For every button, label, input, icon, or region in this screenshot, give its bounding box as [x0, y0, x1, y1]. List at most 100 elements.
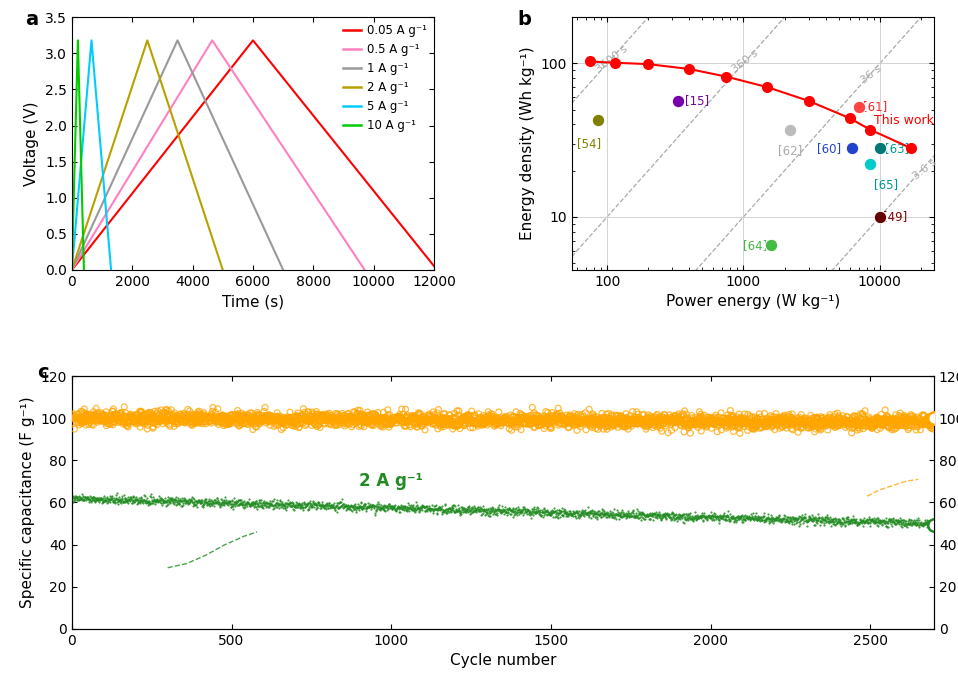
Point — [850, 424, 865, 435]
Point — [135, 495, 150, 506]
Point — [103, 493, 119, 504]
Point — [280, 502, 295, 513]
Point — [336, 502, 352, 513]
Point — [839, 513, 855, 524]
Point — [857, 421, 873, 432]
Point — [772, 416, 787, 427]
Point — [864, 421, 879, 432]
Point — [733, 512, 748, 523]
Point — [834, 417, 850, 428]
Point — [96, 495, 111, 507]
Point — [713, 513, 728, 524]
Point — [794, 513, 810, 524]
Point — [435, 413, 450, 424]
Point — [504, 425, 519, 436]
Point — [708, 508, 723, 519]
Point — [700, 415, 716, 426]
Point — [338, 505, 354, 516]
Point — [636, 509, 651, 520]
Point — [445, 502, 461, 513]
Point — [514, 506, 530, 517]
Point — [561, 506, 577, 517]
Point — [658, 509, 673, 520]
Point — [873, 515, 888, 527]
Point — [568, 507, 583, 518]
Point — [120, 497, 135, 508]
Point — [903, 514, 919, 525]
Point — [855, 520, 871, 531]
Point — [325, 415, 340, 426]
Point — [89, 410, 104, 422]
Point — [250, 499, 265, 510]
Point — [709, 511, 724, 522]
Point — [802, 511, 817, 522]
Point — [263, 498, 279, 509]
Point — [495, 415, 511, 426]
Point — [505, 417, 520, 428]
Point — [633, 509, 649, 520]
Point — [307, 498, 322, 509]
Point — [262, 500, 277, 511]
Point — [404, 500, 420, 511]
Point — [862, 518, 878, 529]
Point — [647, 507, 662, 518]
Point — [125, 416, 141, 427]
Point — [263, 498, 279, 509]
Point — [395, 416, 410, 427]
Point — [122, 416, 137, 427]
Point — [910, 415, 925, 426]
Point — [390, 413, 405, 424]
Point — [532, 413, 547, 424]
Point — [529, 507, 544, 518]
Point — [360, 498, 376, 509]
Point — [520, 504, 536, 515]
Point — [552, 504, 567, 515]
Point — [315, 500, 331, 511]
Point — [65, 495, 80, 506]
Point — [903, 515, 919, 526]
Point — [179, 409, 194, 420]
Point — [719, 509, 735, 520]
Point — [361, 412, 376, 423]
Point — [830, 518, 845, 529]
Point — [272, 499, 287, 510]
Point — [708, 413, 723, 424]
Point — [719, 415, 735, 426]
Point — [862, 513, 878, 524]
Point — [808, 511, 823, 522]
Point — [744, 513, 760, 524]
Point — [560, 413, 576, 424]
Point — [721, 515, 737, 527]
Point — [730, 512, 745, 523]
Point — [246, 410, 262, 421]
Point — [784, 423, 799, 434]
Point — [143, 413, 158, 424]
Point — [110, 410, 125, 422]
Point — [581, 502, 596, 513]
Point — [874, 516, 889, 527]
Point — [649, 410, 664, 422]
Point — [179, 496, 194, 507]
Point — [398, 412, 413, 423]
Point — [553, 506, 568, 517]
Point — [396, 416, 411, 427]
Point — [357, 498, 373, 509]
Point — [723, 511, 739, 522]
Point — [281, 411, 296, 422]
Point — [693, 409, 708, 420]
Point — [289, 419, 305, 430]
Point — [888, 514, 903, 525]
Point — [380, 502, 396, 513]
Point — [462, 415, 477, 426]
Point — [814, 511, 830, 522]
Point — [454, 502, 469, 513]
Point — [901, 419, 917, 430]
Point — [484, 504, 499, 515]
Point — [174, 500, 190, 511]
Point — [216, 498, 231, 509]
Point — [559, 416, 575, 427]
Point — [865, 513, 880, 524]
Point — [319, 415, 334, 426]
Point — [647, 412, 662, 423]
Point — [159, 496, 174, 507]
